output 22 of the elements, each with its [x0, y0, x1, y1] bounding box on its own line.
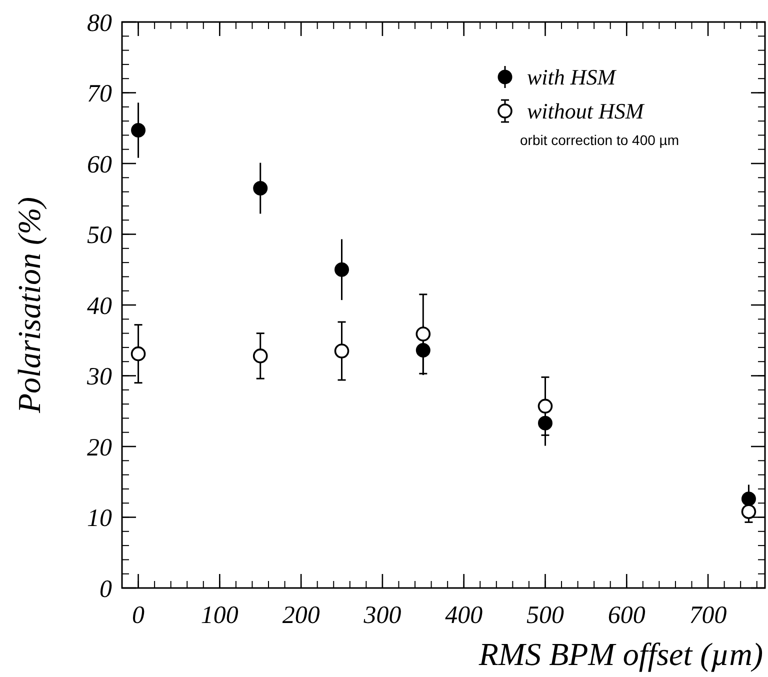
- x-tick-label: 0: [132, 602, 146, 629]
- x-tick-label: 700: [689, 602, 728, 629]
- x-tick-label: 400: [445, 602, 484, 629]
- y-tick-label: 30: [86, 364, 112, 390]
- legend-label: without HSM: [527, 98, 646, 124]
- annotation: orbit correction to 400 µm: [520, 132, 680, 148]
- x-axis-title: RMS BPM offset (µm): [478, 636, 763, 672]
- legend-label: with HSM: [527, 64, 618, 90]
- y-tick-label: 70: [87, 80, 112, 108]
- x-tick-label: 300: [362, 602, 402, 629]
- x-tick-label: 500: [526, 602, 564, 629]
- y-axis-title: Polarisation (%): [11, 197, 47, 414]
- y-tick-label: 50: [87, 222, 112, 249]
- y-tick-label: 40: [87, 292, 112, 320]
- y-tick-label: 60: [87, 151, 112, 178]
- x-tick-label: 100: [200, 602, 239, 629]
- x-tick-label: 600: [608, 602, 646, 629]
- y-tick-label: 0: [100, 576, 112, 603]
- y-tick-label: 80: [87, 10, 112, 37]
- y-tick-label: 20: [87, 434, 112, 462]
- y-tick-label: 10: [87, 505, 112, 532]
- x-tick-label: 200: [282, 602, 320, 629]
